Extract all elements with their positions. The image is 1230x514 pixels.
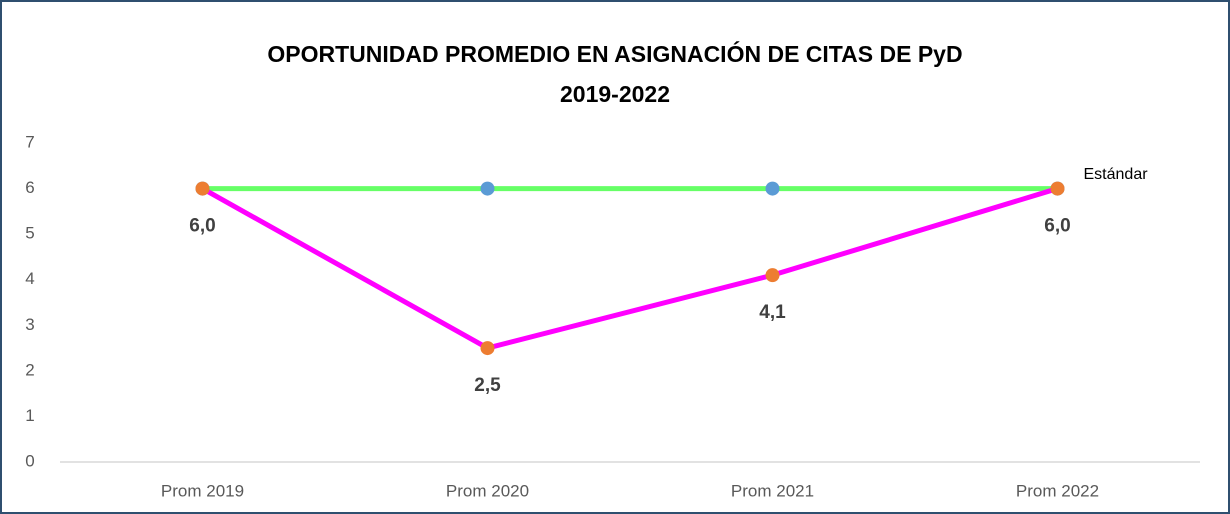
x-tick-label: Prom 2020 [446, 481, 529, 500]
data-label: 4,1 [759, 302, 786, 323]
y-tick-label: 0 [25, 451, 34, 470]
series-label: Estándar [1084, 166, 1149, 183]
marker [480, 341, 495, 356]
x-tick-label: Prom 2021 [731, 481, 814, 500]
marker [480, 181, 495, 196]
marker [1050, 181, 1065, 196]
y-tick-label: 5 [25, 224, 34, 243]
y-tick-label: 6 [25, 178, 34, 197]
x-tick-label: Prom 2019 [161, 481, 244, 500]
chart-title: 2019-2022 [560, 81, 670, 107]
y-tick-label: 3 [25, 315, 34, 334]
y-tick-label: 1 [25, 406, 34, 425]
marker [765, 181, 780, 196]
chart-title: OPORTUNIDAD PROMEDIO EN ASIGNACIÓN DE CI… [267, 40, 962, 67]
y-tick-label: 4 [25, 269, 34, 288]
y-tick-label: 7 [25, 132, 34, 151]
marker [195, 181, 210, 196]
series-line [201, 186, 1059, 351]
marker [765, 268, 780, 283]
data-label: 6,0 [1044, 216, 1070, 237]
data-label: 2,5 [474, 375, 501, 396]
x-tick-label: Prom 2022 [1016, 481, 1099, 500]
data-label: 6,0 [189, 216, 215, 237]
y-tick-label: 2 [25, 360, 34, 379]
